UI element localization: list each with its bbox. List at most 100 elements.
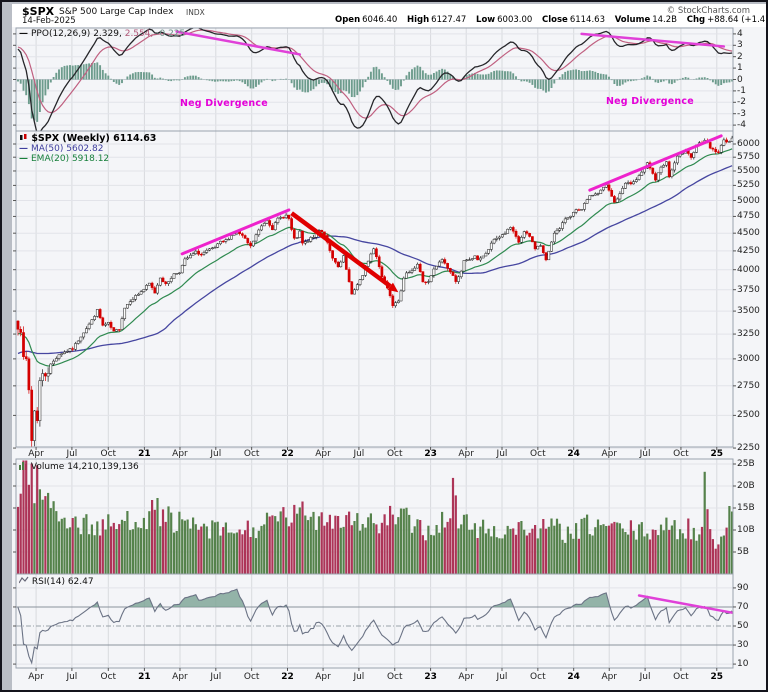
rsi-line-icon: [18, 576, 29, 584]
ppo-signal-value: 2.554,: [124, 29, 154, 39]
x-axis-tick: 23: [424, 672, 437, 682]
x-axis-tick: 21: [138, 449, 151, 459]
x-axis-tick: 22: [281, 672, 294, 682]
exchange-label: INDX: [186, 8, 205, 17]
quote-bar: Open 6046.40 High 6127.47 Low 6003.00 Close…: [328, 15, 766, 25]
x-axis-tick: 25: [710, 672, 724, 682]
y-axis-tick: 3750: [737, 284, 760, 295]
chart-paper: [12, 4, 766, 690]
x-axis-tick: Jul: [496, 449, 508, 459]
x-axis-tick: Jul: [66, 672, 78, 682]
y-axis-tick: 3500: [737, 306, 760, 317]
y-axis-tick: -1: [737, 85, 746, 96]
x-axis-tick: Jul: [353, 449, 365, 459]
y-axis-tick: 90: [737, 582, 749, 593]
x-axis-tick: Oct: [243, 672, 260, 682]
neg-divergence-label: Neg Divergence: [606, 96, 694, 107]
y-axis-tick: 4250: [737, 245, 760, 256]
volume-value: 14.2B: [652, 15, 677, 25]
x-axis-tick: Apr: [315, 449, 331, 459]
y-axis-tick: 15B: [737, 503, 755, 513]
y-axis-tick: 2750: [737, 380, 760, 391]
y-axis-tick: 4: [737, 28, 743, 39]
x-axis-tick: Apr: [601, 672, 618, 682]
candlestick-icon: [20, 134, 27, 140]
x-axis-tick: 23: [424, 449, 437, 459]
close-value: 6114.63: [569, 15, 605, 25]
price-legend: $SPX (Weekly) 6114.63: [19, 133, 156, 144]
ppo-hist-value: -0.225: [156, 29, 186, 39]
y-axis-tick: -3: [737, 108, 746, 119]
x-axis-tick: Apr: [172, 672, 188, 682]
y-axis-tick: 2: [737, 51, 743, 62]
symbol-name: S&P 500 Large Cap Index: [59, 7, 174, 17]
y-axis-tick: 6000: [737, 139, 760, 149]
ppo-legend: — PPO(12,26,9) 2.329, 2.554, -0.225: [19, 29, 185, 39]
rsi-legend: RSI(14) 62.47: [18, 576, 94, 587]
x-axis-tick: Apr: [458, 672, 474, 682]
x-axis-tick: Oct: [530, 449, 546, 459]
y-axis: 4 3 2 1 0 -1 -2 -3 -4 6000 5750 5500 5250 5000 4750 450…: [737, 2, 766, 690]
chg-label: Chg: [686, 15, 706, 25]
x-axis-tick: Jul: [496, 672, 508, 682]
y-axis-tick: 3250: [737, 329, 760, 340]
volume-label: Volume: [614, 15, 651, 25]
volume-legend-text: Volume 14,210,139,136: [30, 462, 139, 472]
y-axis-tick: 0: [737, 74, 743, 85]
ema-line-icon: —: [19, 154, 28, 164]
y-axis-tick: 50: [737, 621, 749, 631]
y-axis-tick: 4750: [737, 211, 760, 222]
x-axis-tick: Apr: [315, 672, 331, 682]
x-axis-tick: Oct: [386, 672, 403, 682]
y-axis-tick: 2500: [737, 410, 760, 421]
x-axis-tick: Oct: [673, 449, 689, 459]
chg-value: +88.64 (+1.47%): [707, 15, 766, 25]
x-axis-tick: 24: [567, 672, 580, 682]
y-axis-tick: 5250: [737, 180, 760, 191]
volume-legend: Volume 14,210,139,136: [19, 461, 139, 472]
x-axis-tick: Oct: [386, 449, 403, 459]
low-label: Low: [476, 15, 496, 25]
open-value: 6046.40: [362, 15, 398, 25]
x-axis-tick: Oct: [673, 672, 689, 682]
x-axis-tick: Oct: [530, 672, 546, 682]
y-axis-tick: 30: [737, 640, 749, 651]
x-axis-tick: Apr: [458, 449, 474, 459]
x-axis-tick: 24: [567, 449, 580, 459]
y-axis-tick: 1: [737, 63, 743, 74]
x-axis-bottom: Apr Jul Oct 21 Apr Jul Oct 22 Apr Jul Oct 23 Apr Jul O…: [2, 672, 766, 683]
symbol-ticker: $SPX: [22, 5, 55, 18]
y-axis-tick: 10B: [737, 525, 755, 535]
y-axis-tick: 70: [737, 601, 749, 612]
x-axis-tick: 25: [710, 449, 724, 459]
x-axis-tick: 21: [138, 672, 151, 682]
y-axis-tick: 10: [737, 659, 749, 670]
x-axis-tick: 22: [281, 449, 294, 459]
x-axis-tick: Oct: [100, 672, 117, 682]
price-legend-text: $SPX (Weekly) 6114.63: [31, 133, 157, 144]
x-axis-tick: Jul: [639, 449, 651, 459]
volume-bars-icon: [19, 462, 27, 470]
y-axis-tick: 5000: [737, 195, 760, 206]
x-axis-middle: Apr Jul Oct 21 Apr Jul Oct 22 Apr Jul Oct 23 Apr Jul O…: [2, 449, 766, 460]
y-axis-tick: 3: [737, 40, 743, 51]
y-axis-tick: -2: [737, 97, 746, 108]
ppo-line-icon: —: [19, 29, 28, 39]
y-axis-tick: 5B: [737, 547, 749, 557]
close-label: Close: [542, 15, 568, 25]
x-axis-tick: Apr: [28, 449, 44, 459]
ema20-legend: — EMA(20) 5918.12: [19, 154, 109, 164]
x-axis-tick: Jul: [353, 672, 365, 682]
high-value: 6127.47: [431, 15, 467, 25]
y-axis-tick: 20B: [737, 481, 755, 491]
neg-divergence-label: Neg Divergence: [180, 98, 268, 109]
stockcharts-credit: © StockCharts.com: [666, 6, 750, 16]
ma50-legend: — MA(50) 5602.82: [19, 144, 103, 154]
chart-header: [12, 4, 766, 27]
ema20-legend-text: EMA(20) 5918.12: [31, 154, 110, 164]
x-axis-tick: Apr: [172, 449, 188, 459]
x-axis-tick: Apr: [601, 449, 618, 459]
x-axis-tick: Jul: [639, 672, 651, 682]
